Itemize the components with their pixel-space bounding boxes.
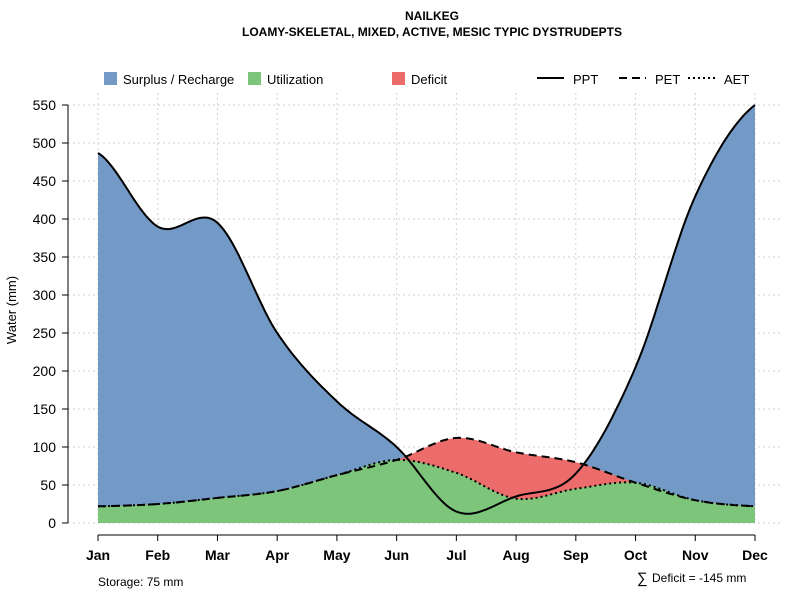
utilization-area	[98, 459, 755, 523]
x-tick-label: Apr	[265, 547, 290, 563]
x-tick-label: Jul	[446, 547, 466, 563]
legend-label: PPT	[573, 72, 598, 87]
deficit-annotation: Deficit = -145 mm	[652, 571, 746, 585]
legend-label: Deficit	[411, 72, 448, 87]
legend-label: AET	[724, 72, 749, 87]
y-tick-label: 50	[40, 477, 56, 493]
y-tick-label: 0	[48, 515, 56, 531]
series-line-ppt	[97, 104, 756, 515]
y-tick-label: 100	[33, 439, 57, 455]
series-line-aet	[97, 458, 756, 508]
x-tick-label: Jan	[86, 547, 110, 563]
y-tick-label: 500	[33, 135, 57, 151]
y-tick-label: 450	[33, 173, 57, 189]
chart-subtitle: LOAMY-SKELETAL, MIXED, ACTIVE, MESIC TYP…	[242, 25, 622, 39]
y-axis-label: Water (mm)	[4, 276, 19, 344]
legend-swatch-2	[392, 72, 405, 85]
storage-annotation: Storage: 75 mm	[98, 575, 183, 589]
x-tick-label: Aug	[502, 547, 529, 563]
surplus-recharge-area	[98, 105, 755, 523]
x-tick-label: Oct	[624, 547, 648, 563]
chart-title: NAILKEG	[405, 9, 459, 23]
legend-swatch-1	[248, 72, 261, 85]
x-tick-label: Sep	[563, 547, 589, 563]
sum-icon: ∑	[637, 570, 648, 587]
x-tick-label: Feb	[145, 547, 170, 563]
y-tick-label: 250	[33, 325, 57, 341]
legend-label: Surplus / Recharge	[123, 72, 234, 87]
x-tick-label: Nov	[682, 547, 709, 563]
x-tick-label: Mar	[205, 547, 230, 563]
series-line-pet	[97, 436, 756, 508]
y-tick-label: 550	[33, 97, 57, 113]
y-tick-label: 350	[33, 249, 57, 265]
legend-swatch-0	[104, 72, 117, 85]
y-tick-label: 150	[33, 401, 57, 417]
x-tick-label: Jun	[384, 547, 409, 563]
x-tick-label: Dec	[742, 547, 768, 563]
legend-label: Utilization	[267, 72, 323, 87]
legend-label: PET	[655, 72, 680, 87]
y-tick-label: 300	[33, 287, 57, 303]
x-tick-label: May	[323, 547, 350, 563]
y-tick-label: 400	[33, 211, 57, 227]
y-tick-label: 200	[33, 363, 57, 379]
